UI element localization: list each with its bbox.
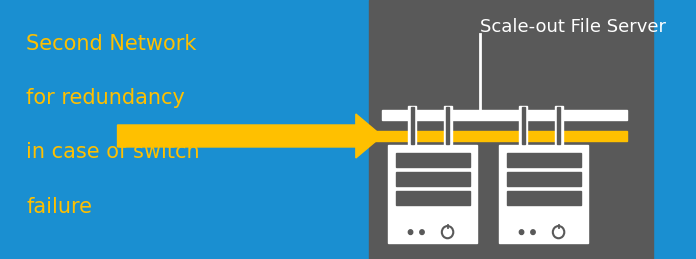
Bar <box>411 107 413 144</box>
Bar <box>555 106 562 145</box>
Bar <box>507 172 580 186</box>
Bar <box>522 107 525 144</box>
Ellipse shape <box>531 230 535 234</box>
Text: Scale-out File Server: Scale-out File Server <box>480 18 666 36</box>
Bar <box>446 107 449 144</box>
Bar <box>382 110 627 120</box>
Text: in case of switch: in case of switch <box>26 142 200 162</box>
Bar <box>395 153 470 167</box>
Bar <box>409 106 416 145</box>
Bar <box>500 145 587 243</box>
Ellipse shape <box>519 230 524 234</box>
Text: Second Network: Second Network <box>26 34 196 54</box>
Ellipse shape <box>420 230 424 234</box>
Text: failure: failure <box>26 197 92 217</box>
Bar <box>507 153 580 167</box>
Bar <box>395 191 470 205</box>
Bar <box>388 145 477 243</box>
Ellipse shape <box>409 230 413 234</box>
Bar <box>369 0 653 259</box>
FancyArrow shape <box>118 114 382 158</box>
Bar <box>557 107 560 144</box>
Bar <box>443 106 452 145</box>
Bar <box>507 191 580 205</box>
Bar <box>519 106 528 145</box>
Text: for redundancy: for redundancy <box>26 88 185 108</box>
Bar <box>395 172 470 186</box>
Bar <box>369 131 627 141</box>
